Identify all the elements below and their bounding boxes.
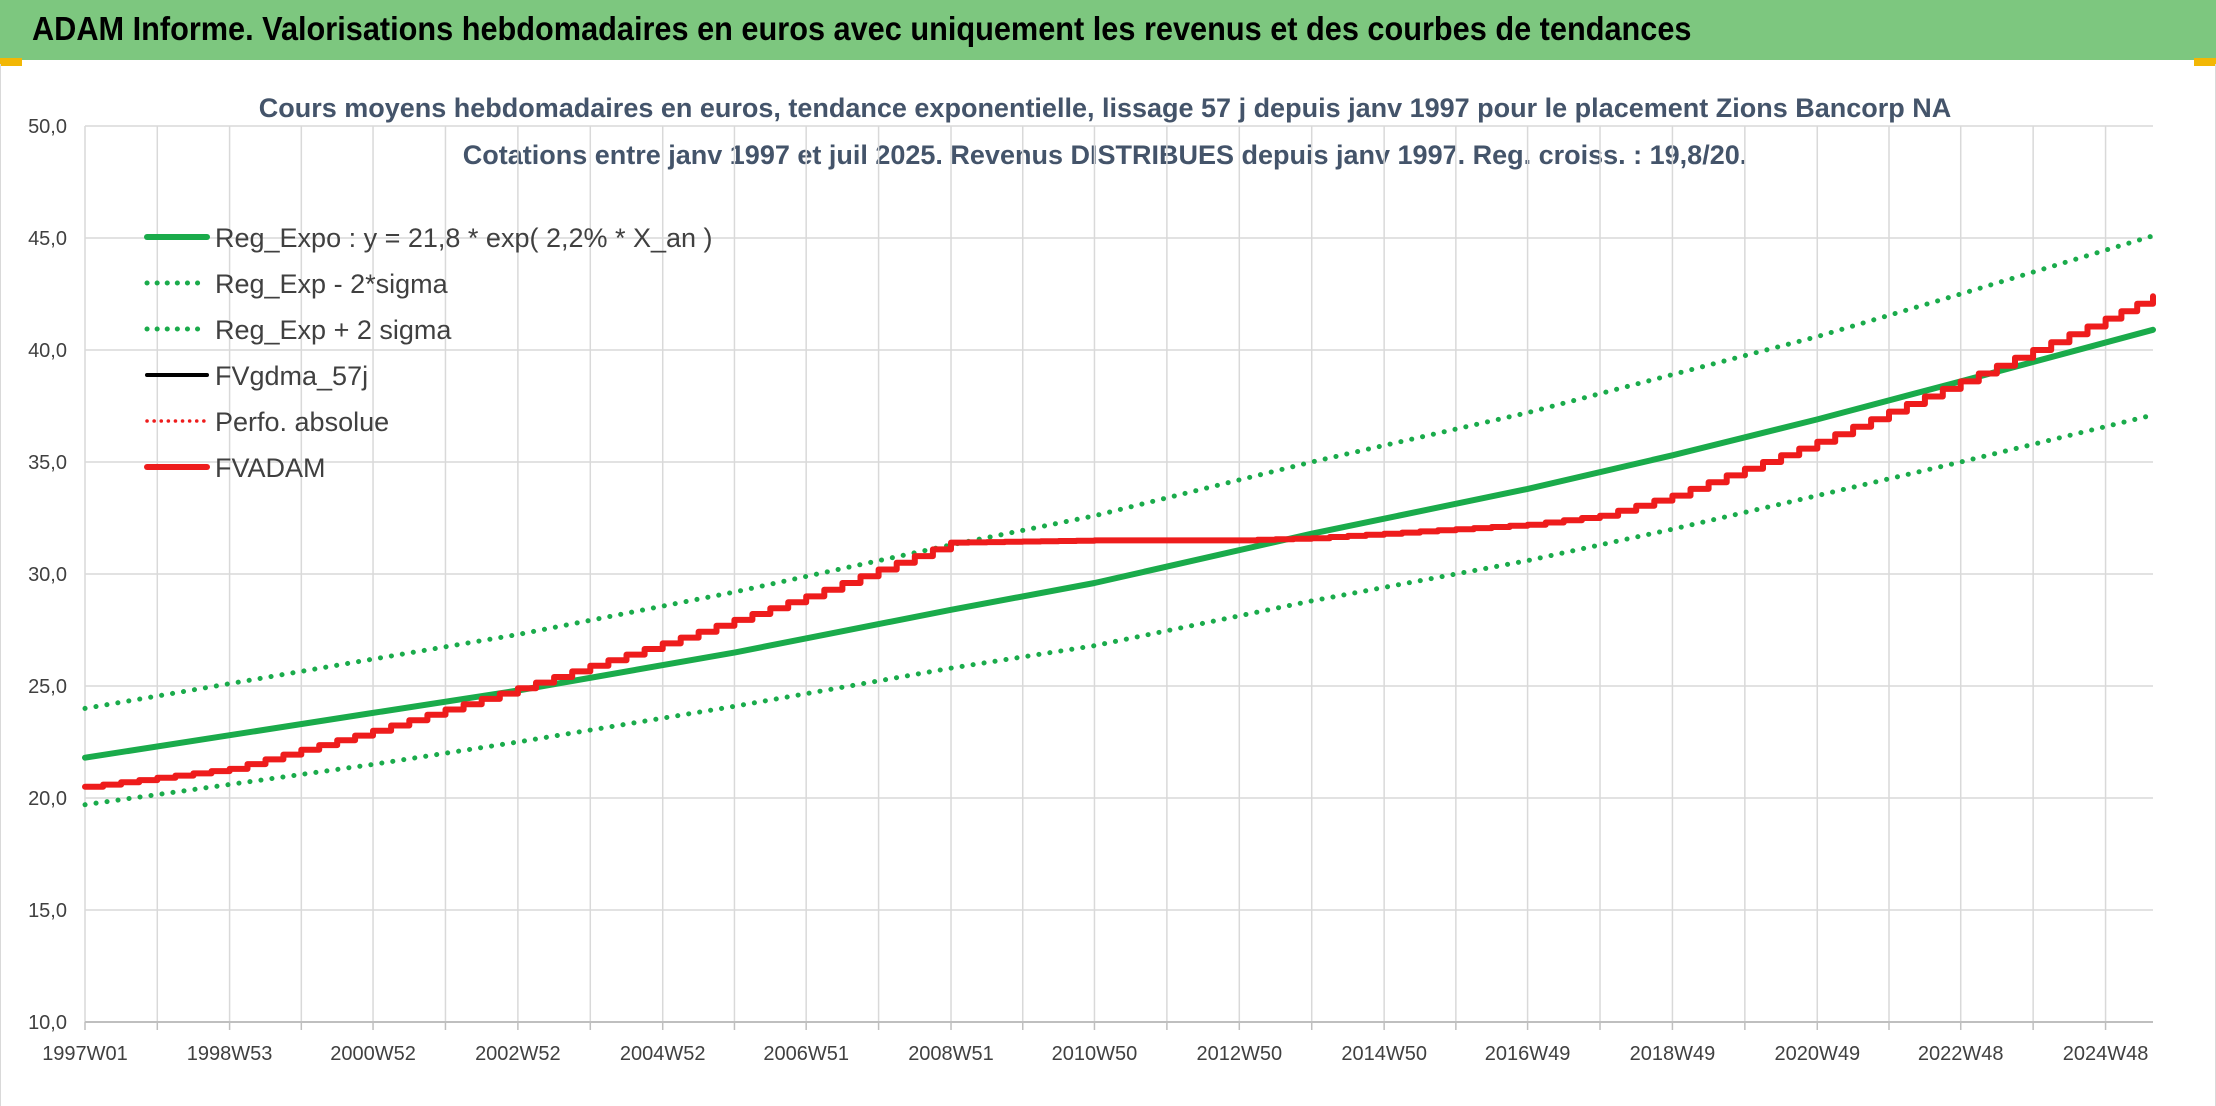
x-tick-label: 2012W50 (1196, 1043, 1282, 1065)
x-tick-label: 1998W53 (187, 1043, 273, 1065)
y-tick-label: 20,0 (28, 788, 67, 810)
y-tick-label: 15,0 (28, 900, 67, 922)
x-tick-label: 2020W49 (1774, 1043, 1860, 1065)
chart-panel: Cours moyens hebdomadaires en euros, ten… (0, 64, 2216, 1106)
y-tick-label: 35,0 (28, 452, 67, 474)
legend-label: FVgdma_57j (215, 361, 368, 391)
x-tick-label: 2014W50 (1341, 1043, 1427, 1065)
legend-label: Perfo. absolue (215, 407, 389, 437)
corner-marker-right (2194, 58, 2216, 66)
x-tick-label: 2022W48 (1918, 1043, 2004, 1065)
y-tick-label: 30,0 (28, 564, 67, 586)
x-tick-label: 2024W48 (2063, 1043, 2149, 1065)
series-line-reg-exp-minus-2sigma (82, 412, 2156, 808)
report-banner: ADAM Informe. Valorisations hebdomadaire… (0, 0, 2216, 60)
y-tick-label: 50,0 (28, 116, 67, 138)
x-tick-label: 2016W49 (1485, 1043, 1571, 1065)
x-tick-label: 2010W50 (1052, 1043, 1138, 1065)
gridlines (84, 125, 2153, 1030)
chart-title-line-2: Cotations entre janv 1997 et juil 2025. … (463, 140, 1748, 170)
corner-marker-left (0, 58, 22, 66)
series-line-fvadam (82, 293, 2156, 790)
legend: Reg_Expo : y = 21,8 * exp( 2,2% * X_an )… (144, 223, 713, 483)
series-lines (82, 233, 2156, 808)
x-tick-label: 2000W52 (330, 1043, 416, 1065)
legend-label: Reg_Expo : y = 21,8 * exp( 2,2% * X_an ) (215, 223, 713, 253)
legend-label: FVADAM (215, 453, 326, 483)
series-line-reg-expo (82, 326, 2156, 761)
x-tick-label: 1997W01 (42, 1043, 128, 1065)
y-tick-label: 10,0 (28, 1012, 67, 1034)
x-tick-label: 2006W51 (763, 1043, 849, 1065)
report-title: ADAM Informe. Valorisations hebdomadaire… (32, 10, 1692, 47)
y-tick-label: 45,0 (28, 228, 67, 250)
y-axis-ticks: 10,0 15,0 20,0 25,0 30,0 35,0 40,0 45,0 50,0 (28, 116, 67, 1034)
x-tick-label: 2002W52 (475, 1043, 561, 1065)
chart-title-line-1: Cours moyens hebdomadaires en euros, ten… (259, 93, 1952, 123)
x-tick-label: 2008W51 (908, 1043, 994, 1065)
x-tick-label: 2018W49 (1630, 1043, 1716, 1065)
y-tick-label: 40,0 (28, 340, 67, 362)
series-line-reg-exp-plus-2sigma (82, 233, 2156, 711)
x-tick-label: 2004W52 (620, 1043, 706, 1065)
x-axis-ticks: 1997W01 1998W53 2000W52 2002W52 2004W52 2006W… (42, 1043, 2148, 1065)
legend-label: Reg_Exp - 2*sigma (215, 269, 449, 299)
y-tick-label: 25,0 (28, 676, 67, 698)
legend-label: Reg_Exp + 2 sigma (215, 315, 452, 345)
line-chart: Cours moyens hebdomadaires en euros, ten… (28, 93, 2156, 1065)
